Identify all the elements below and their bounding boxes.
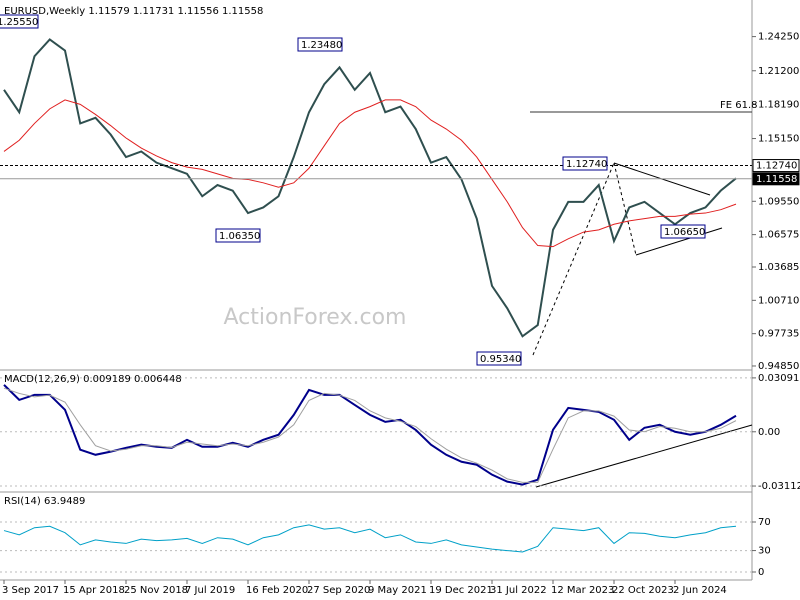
trend-line	[613, 162, 637, 256]
x-tick-label: 27 Sep 2020	[307, 585, 370, 596]
annotation-box	[297, 37, 343, 52]
x-tick-label: 25 Nov 2018	[124, 585, 188, 596]
panel-title: EURUSD,Weekly 1.11579 1.11731 1.11556 1.…	[4, 6, 263, 17]
level-label: 1.11558	[756, 174, 797, 185]
x-tick-label: 15 Apr 2018	[63, 585, 125, 596]
series-line	[3, 384, 737, 486]
y-tick-label: 30	[758, 546, 771, 557]
trend-line	[532, 162, 615, 356]
x-tick-label: 31 Jul 2022	[490, 585, 547, 596]
panel-title: MACD(12,26,9) 0.009189 0.006448	[4, 374, 182, 385]
y-tick-label: 0.00	[758, 427, 780, 438]
series-line	[3, 99, 737, 248]
annotation: 1.12740	[566, 159, 607, 170]
level-box	[752, 172, 800, 186]
x-tick-label: 7 Jul 2019	[185, 585, 235, 596]
y-tick-label: 1.00710	[758, 295, 799, 306]
series-line	[3, 524, 737, 553]
x-tick-label: 9 May 2021	[368, 585, 427, 596]
macd-trend-line	[535, 424, 753, 488]
annotation: 1.06650	[664, 227, 705, 238]
y-tick-label: 70	[758, 517, 771, 528]
x-tick-label: 19 Dec 2021	[429, 585, 493, 596]
x-tick-label: 16 Feb 2020	[246, 585, 308, 596]
y-tick-label: 0	[758, 567, 764, 578]
y-tick-label: 0.030916	[758, 373, 800, 384]
annotation: 1.25550	[0, 17, 38, 28]
y-tick-label: 1.06575	[758, 230, 799, 241]
y-tick-label: 1.15150	[758, 134, 799, 145]
annotation: 1.06350	[219, 231, 260, 242]
series-line	[3, 38, 737, 338]
y-tick-label: -0.031124	[758, 481, 800, 492]
y-tick-label: 1.18190	[758, 99, 799, 110]
level-label: 1.12740	[756, 161, 797, 172]
x-tick-label: 22 Oct 2023	[612, 585, 674, 596]
x-tick-label: 2 Jun 2024	[673, 585, 727, 596]
y-tick-label: 0.97735	[758, 329, 799, 340]
panel-title: RSI(14) 63.9489	[4, 496, 85, 507]
y-tick-label: 0.94850	[758, 361, 799, 372]
x-tick-label: 3 Sep 2017	[2, 585, 59, 596]
annotation: FE 61.8	[720, 100, 758, 111]
y-tick-label: 1.21200	[758, 66, 799, 77]
triangle-line	[635, 227, 723, 256]
level-box	[752, 159, 800, 173]
x-tick-label: 12 Mar 2023	[551, 585, 614, 596]
series-line	[3, 387, 737, 483]
annotation: 0.95340	[480, 354, 521, 365]
y-tick-label: 1.03685	[758, 262, 799, 273]
annotation-box	[476, 351, 522, 366]
annotation: 1.23480	[301, 40, 342, 51]
annotation-box	[660, 224, 706, 239]
annotation-box	[215, 228, 261, 243]
y-tick-label: 1.24250	[758, 32, 799, 43]
watermark: ActionForex.com	[224, 305, 407, 330]
annotation-box	[0, 14, 39, 29]
y-tick-label: 1.09550	[758, 196, 799, 207]
annotation-box	[562, 156, 608, 171]
